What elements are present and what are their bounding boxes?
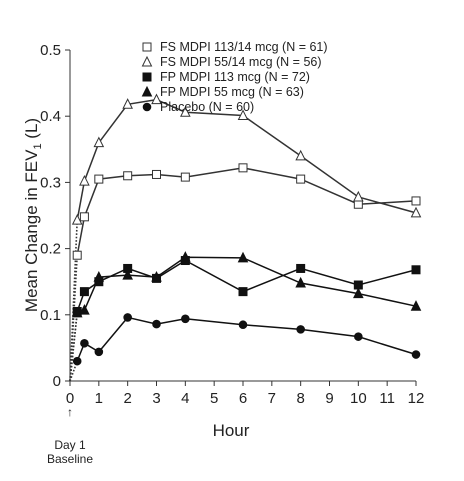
x-tick-label: 1 [95, 390, 103, 407]
data-point [295, 149, 306, 161]
data-point [122, 98, 133, 109]
y-axis-title-main: Mean Change in FEV [22, 149, 41, 312]
y-tick-label: 0 [53, 373, 61, 390]
x-tick-label: 2 [123, 390, 131, 407]
data-point [72, 356, 82, 366]
data-point [93, 136, 105, 148]
x-tick-label: 0 [66, 390, 74, 407]
data-point [238, 163, 248, 173]
data-point [180, 172, 190, 182]
y-axis-title-subscript: 1 [32, 143, 44, 149]
x-tick-label: 4 [181, 390, 189, 407]
series-line-5 [76, 316, 417, 362]
x-tick-label: 8 [296, 390, 304, 407]
data-point [79, 212, 89, 222]
data-point [181, 314, 190, 324]
data-point [353, 287, 364, 299]
legend: FS MDPI 113/14 mcg (N = 61)FS MDPI 55/14… [141, 40, 328, 114]
x-tick-label: 10 [350, 390, 367, 407]
x-tick-label: 7 [268, 390, 276, 407]
data-point [72, 250, 82, 260]
data-point [79, 174, 90, 186]
axes-layer: 00.10.20.30.40.50 1 2 3 4 5 6 7 8 9 10 11 12 [40, 42, 424, 407]
y-axis-title-unit: (L) [22, 118, 41, 144]
x-tick-label: 9 [325, 390, 333, 407]
data-point [94, 347, 104, 357]
legend-label: Placebo (N = 60) [160, 100, 254, 114]
data-point [123, 171, 133, 181]
data-point [180, 251, 191, 262]
legend-label: FS MDPI 55/14 mcg (N = 56) [160, 55, 322, 69]
data-point [411, 265, 421, 275]
data-point [80, 338, 89, 348]
legend-marker [141, 55, 153, 67]
data-point [180, 106, 191, 117]
legend-marker [142, 102, 152, 112]
data-point [71, 214, 83, 225]
legend-label: FP MDPI 113 mcg (N = 72) [160, 70, 310, 84]
x-tick-label: 5 [210, 390, 218, 407]
x-tick-label: 12 [408, 390, 425, 407]
data-point [152, 169, 161, 179]
x-tick-label: 11 [379, 390, 395, 407]
data-point [238, 320, 248, 330]
baseline-connector [69, 220, 79, 382]
data-point [296, 325, 305, 334]
data-point [238, 287, 248, 297]
series-line-3 [76, 259, 417, 312]
data-point [295, 276, 306, 288]
data-point [79, 304, 90, 315]
baseline-arrow: ↑ [67, 405, 73, 419]
x-tick-label: 6 [239, 390, 247, 407]
legend-label: FS MDPI 113/14 mcg (N = 61) [160, 40, 328, 54]
data-point [410, 206, 422, 218]
series-line-2 [76, 98, 417, 221]
baseline-connector [69, 312, 79, 382]
x-tick-label: 3 [152, 390, 160, 407]
series-layer [69, 93, 422, 382]
y-tick-label: 0.5 [40, 42, 61, 59]
legend-label: FP MDPI 55 mcg (N = 63) [160, 85, 304, 99]
x-axis-title: Hour [213, 421, 250, 440]
legend-marker [142, 72, 152, 82]
series-line-4 [76, 256, 417, 314]
data-point [353, 190, 364, 202]
data-point [296, 174, 306, 184]
data-point [411, 196, 421, 206]
data-point [123, 313, 132, 322]
data-point [151, 270, 162, 282]
y-tick-label: 0.1 [40, 307, 61, 324]
y-tick-label: 0.4 [40, 108, 61, 125]
data-point [411, 350, 421, 359]
y-axis-title: Mean Change in FEV1 (L) [22, 118, 44, 312]
series-line-1 [76, 167, 417, 256]
data-point [152, 319, 161, 329]
data-point [79, 287, 89, 297]
legend-marker [142, 42, 152, 52]
data-point [122, 268, 133, 280]
y-tick-label: 0.2 [40, 241, 61, 258]
data-point [296, 263, 306, 273]
data-point [94, 174, 104, 184]
data-point [237, 251, 249, 263]
baseline-label-day: Day 1 [54, 438, 86, 452]
legend-marker [141, 85, 153, 97]
y-tick-label: 0.3 [40, 174, 61, 191]
baseline-label-baseline: Baseline [47, 452, 93, 466]
data-point [410, 300, 422, 311]
data-point [151, 93, 162, 105]
data-point [237, 109, 249, 121]
data-point [354, 332, 363, 341]
data-point [93, 270, 105, 282]
